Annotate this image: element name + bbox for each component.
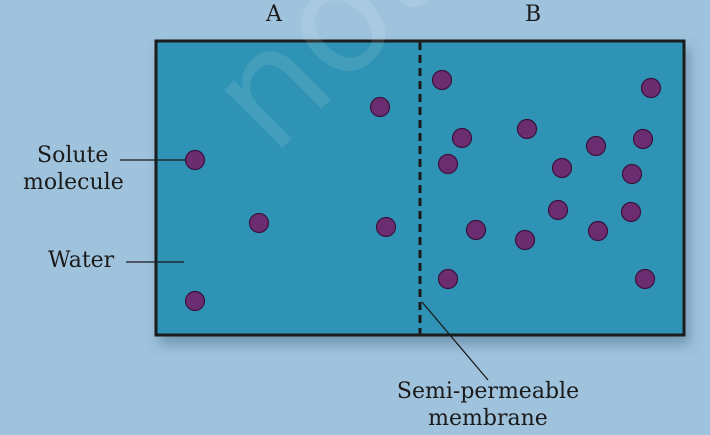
solute-molecule [465,219,487,241]
solute-molecule [437,153,459,175]
solute-molecules [184,69,662,312]
solute-molecule [587,220,609,242]
solute-molecule [375,216,397,238]
solute-molecule [547,199,569,221]
label-side-a: A [266,2,282,27]
solute-molecule [620,201,642,223]
solute-molecule [621,163,643,185]
membrane-leader-line [421,301,489,381]
solute-molecule [640,77,662,99]
solute-molecule [437,268,459,290]
label-membrane-line2: membrane [428,406,548,431]
solute-molecule [632,128,654,150]
solute-molecule [184,149,206,171]
solute-molecule [451,127,473,149]
solute-molecule [551,157,573,179]
solute-molecule [248,212,270,234]
solute-molecule [431,69,453,91]
solute-molecule [184,290,206,312]
label-solute-line2: molecule [23,170,124,195]
label-water: Water [48,248,115,273]
solute-molecule [585,135,607,157]
solute-molecule [634,268,656,290]
solute-molecule [516,118,538,140]
label-solute-line1: Solute [37,143,109,168]
solute-molecule [514,229,536,251]
solute-molecule [369,96,391,118]
label-side-b: B [525,2,542,27]
label-membrane-line1: Semi-permeable [396,379,580,404]
